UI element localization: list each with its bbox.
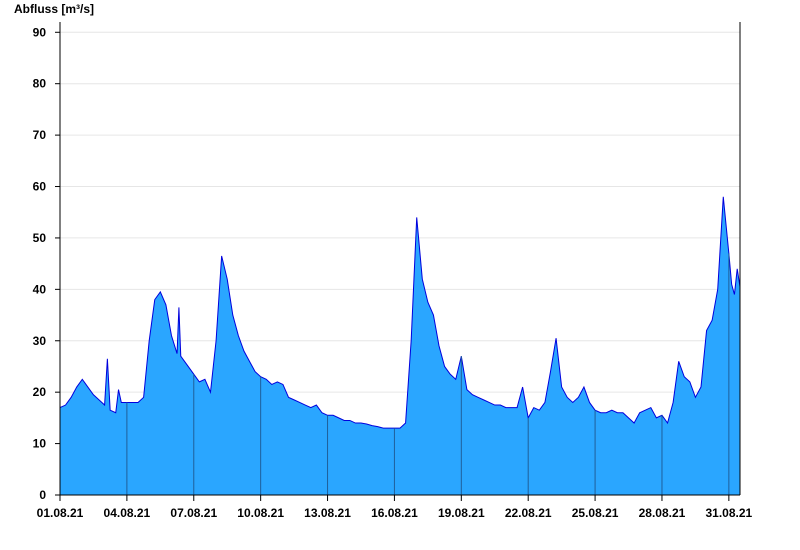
y-tick-label: 60 [33,180,47,194]
y-tick-label: 20 [33,385,47,399]
discharge-area [60,196,740,496]
x-tick-label: 10.08.21 [237,506,284,520]
axes [59,22,741,496]
y-tick-label: 40 [33,282,47,296]
discharge-line [59,196,741,429]
x-tick-label: 28.08.21 [639,506,686,520]
x-tick-labels: 01.08.21 04.08.21 07.08.21 10.08.21 13.08.21… [37,495,753,520]
x-tick-label: 13.08.21 [304,506,351,520]
y-tick-label: 80 [33,77,47,91]
x-tick-label: 25.08.21 [572,506,619,520]
y-tick-label: 10 [33,437,47,451]
x-tick-label: 01.08.21 [37,506,84,520]
y-tick-label: 50 [33,231,47,245]
plot-area [59,196,741,496]
x-tick-label: 31.08.21 [705,506,752,520]
y-tick-label: 90 [33,25,47,39]
y-tick-label: 0 [39,488,46,502]
y-tick-label: 30 [33,334,47,348]
x-tick-label: 19.08.21 [438,506,485,520]
y-axis-label: Abfluss [m³/s] [14,2,94,16]
y-tick-label: 70 [33,128,47,142]
x-tick-label: 16.08.21 [371,506,418,520]
y-tick-labels: 0 10 20 30 40 50 60 70 80 90 [33,25,60,502]
x-tick-label: 22.08.21 [505,506,552,520]
day-markers [126,253,730,495]
x-tick-label: 04.08.21 [104,506,151,520]
x-tick-label: 07.08.21 [170,506,217,520]
